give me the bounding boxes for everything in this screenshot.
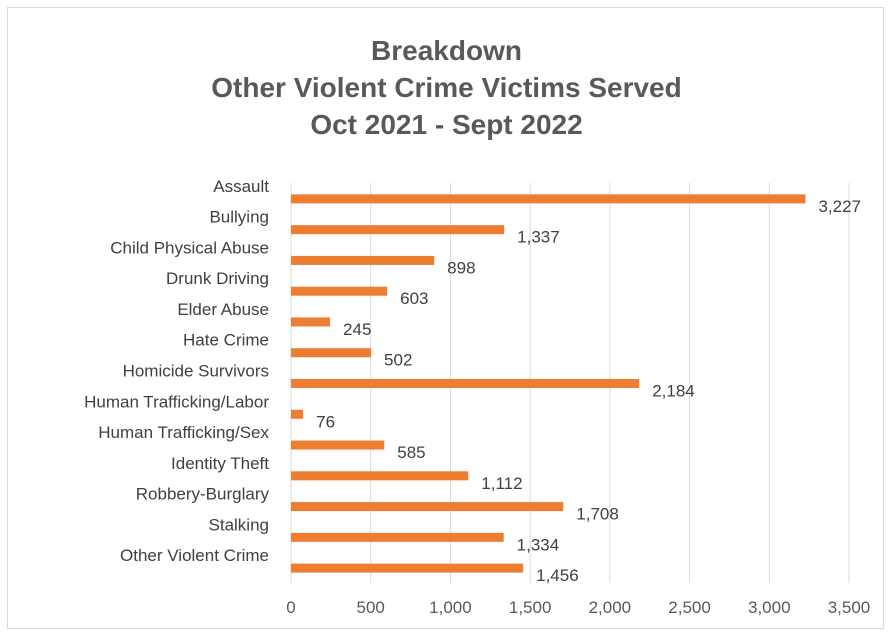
x-tick-label: 2,000: [589, 598, 632, 617]
x-tick-label: 1,000: [429, 598, 472, 617]
bar: [291, 379, 640, 388]
category-label: Drunk Driving: [166, 269, 269, 288]
x-tick-labels: 0 500 1,000 1,500 2,000 2,500 3,000 3,500: [286, 598, 870, 617]
category-label: Stalking: [209, 515, 269, 534]
category-label: Homicide Survivors: [123, 362, 269, 381]
bars: [291, 194, 806, 573]
category-label: Child Physical Abuse: [110, 238, 269, 257]
category-label: Hate Crime: [183, 331, 269, 350]
bar: [291, 317, 331, 327]
data-label: 1,337: [517, 228, 560, 247]
data-label: 603: [400, 289, 428, 308]
x-tick-label: 2,500: [668, 598, 711, 617]
category-label: Bullying: [209, 208, 269, 227]
data-label: 1,708: [576, 505, 619, 524]
category-label: Identity Theft: [171, 454, 269, 473]
bar: [291, 409, 304, 419]
data-label: 1,334: [517, 535, 560, 554]
x-tick-label: 1,500: [509, 598, 552, 617]
category-labels: Assault Bullying Child Physical Abuse Drunk…: [84, 177, 269, 565]
x-tick-label: 3,000: [748, 598, 791, 617]
bar: [291, 471, 469, 481]
data-label: 1,112: [481, 474, 522, 493]
data-label: 1,456: [536, 566, 579, 585]
category-label: Other Violent Crime: [120, 546, 269, 565]
value-labels: 3,227 1,337 898 603 245 502 2,184 76 585 1,112 1,7…: [316, 197, 861, 585]
data-label: 2,184: [652, 382, 695, 401]
category-label: Robbery-Burglary: [136, 485, 270, 504]
data-label: 3,227: [818, 197, 861, 216]
data-label: 502: [384, 351, 412, 370]
data-label: 76: [316, 412, 335, 431]
chart-title-line-2: Other Violent Crime Victims Served: [211, 72, 682, 103]
x-tick-label: 500: [357, 598, 385, 617]
x-tick-label: 3,500: [828, 598, 871, 617]
data-label: 898: [447, 258, 475, 277]
data-label: 245: [343, 320, 371, 339]
chart-title: Breakdown Other Violent Crime Victims Se…: [0, 32, 893, 143]
category-label: Assault: [213, 177, 269, 196]
chart-title-line-1: Breakdown: [371, 35, 522, 66]
bar: [291, 348, 372, 358]
bar: [291, 440, 385, 450]
bar: [291, 225, 505, 235]
bar: [291, 563, 524, 573]
chart-title-line-3: Oct 2021 - Sept 2022: [310, 109, 583, 140]
category-label: Human Trafficking/Sex: [98, 423, 269, 442]
bar: [291, 286, 388, 296]
bar: [291, 255, 435, 265]
category-label: Human Trafficking/Labor: [84, 392, 269, 411]
category-label: Elder Abuse: [177, 300, 269, 319]
bar: [291, 194, 806, 204]
x-tick-label: 0: [286, 598, 295, 617]
bar: [291, 502, 564, 512]
chart-frame: [7, 7, 884, 629]
data-label: 585: [397, 443, 425, 462]
bar: [291, 532, 504, 542]
